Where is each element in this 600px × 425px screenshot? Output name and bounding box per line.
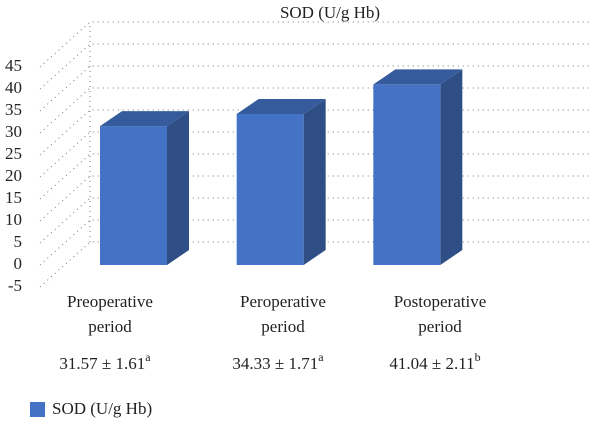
grid-line [39,21,590,68]
y-tick-label: -5 [8,276,22,295]
y-tick-label: 0 [14,254,23,273]
grid-line [39,43,590,90]
bar-top [100,111,189,127]
value-label: 34.33 ± 1.71a [232,350,324,373]
value-label-text: 31.57 ± 1.61 [59,354,145,373]
bar-top [373,69,463,85]
annotation: a [318,350,324,364]
bar [373,69,463,265]
bar-top [236,98,326,114]
x-tick-label: period [88,317,132,336]
bar [236,98,326,265]
y-tick-label: 45 [5,56,22,75]
bar-side [440,69,463,265]
value-label: 41.04 ± 2.11b [389,350,480,373]
y-tick-label: 35 [5,100,22,119]
x-tick-label: Peroperative [240,292,326,311]
value-label-text: 34.33 ± 1.71 [232,354,318,373]
y-tick-label: 10 [5,210,22,229]
bar-front [100,126,167,265]
x-tick-label: period [418,317,462,336]
y-tick-label: 40 [5,78,22,97]
legend-swatch [30,402,45,417]
annotation: a [145,350,151,364]
bar-side [167,111,189,265]
value-label-text: 41.04 ± 2.11 [389,354,474,373]
y-tick-label: 30 [5,122,22,141]
y-tick-label: 15 [5,188,22,207]
y-tick-label: 25 [5,144,22,163]
x-tick-label: Preoperative [67,292,153,311]
bar-front [373,84,441,265]
bar [100,111,189,265]
annotation: b [475,350,481,364]
y-tick-label: 5 [14,232,23,251]
bar-side [303,98,326,265]
grid-line [39,65,590,112]
x-tick-label: period [261,317,305,336]
bar-front [236,113,304,265]
value-label: 31.57 ± 1.61a [59,350,151,373]
y-tick-label: 20 [5,166,22,185]
x-tick-label: Postoperative [394,292,487,311]
legend-label: SOD (U/g Hb) [52,399,152,418]
chart-title: SOD (U/g Hb) [280,3,380,22]
